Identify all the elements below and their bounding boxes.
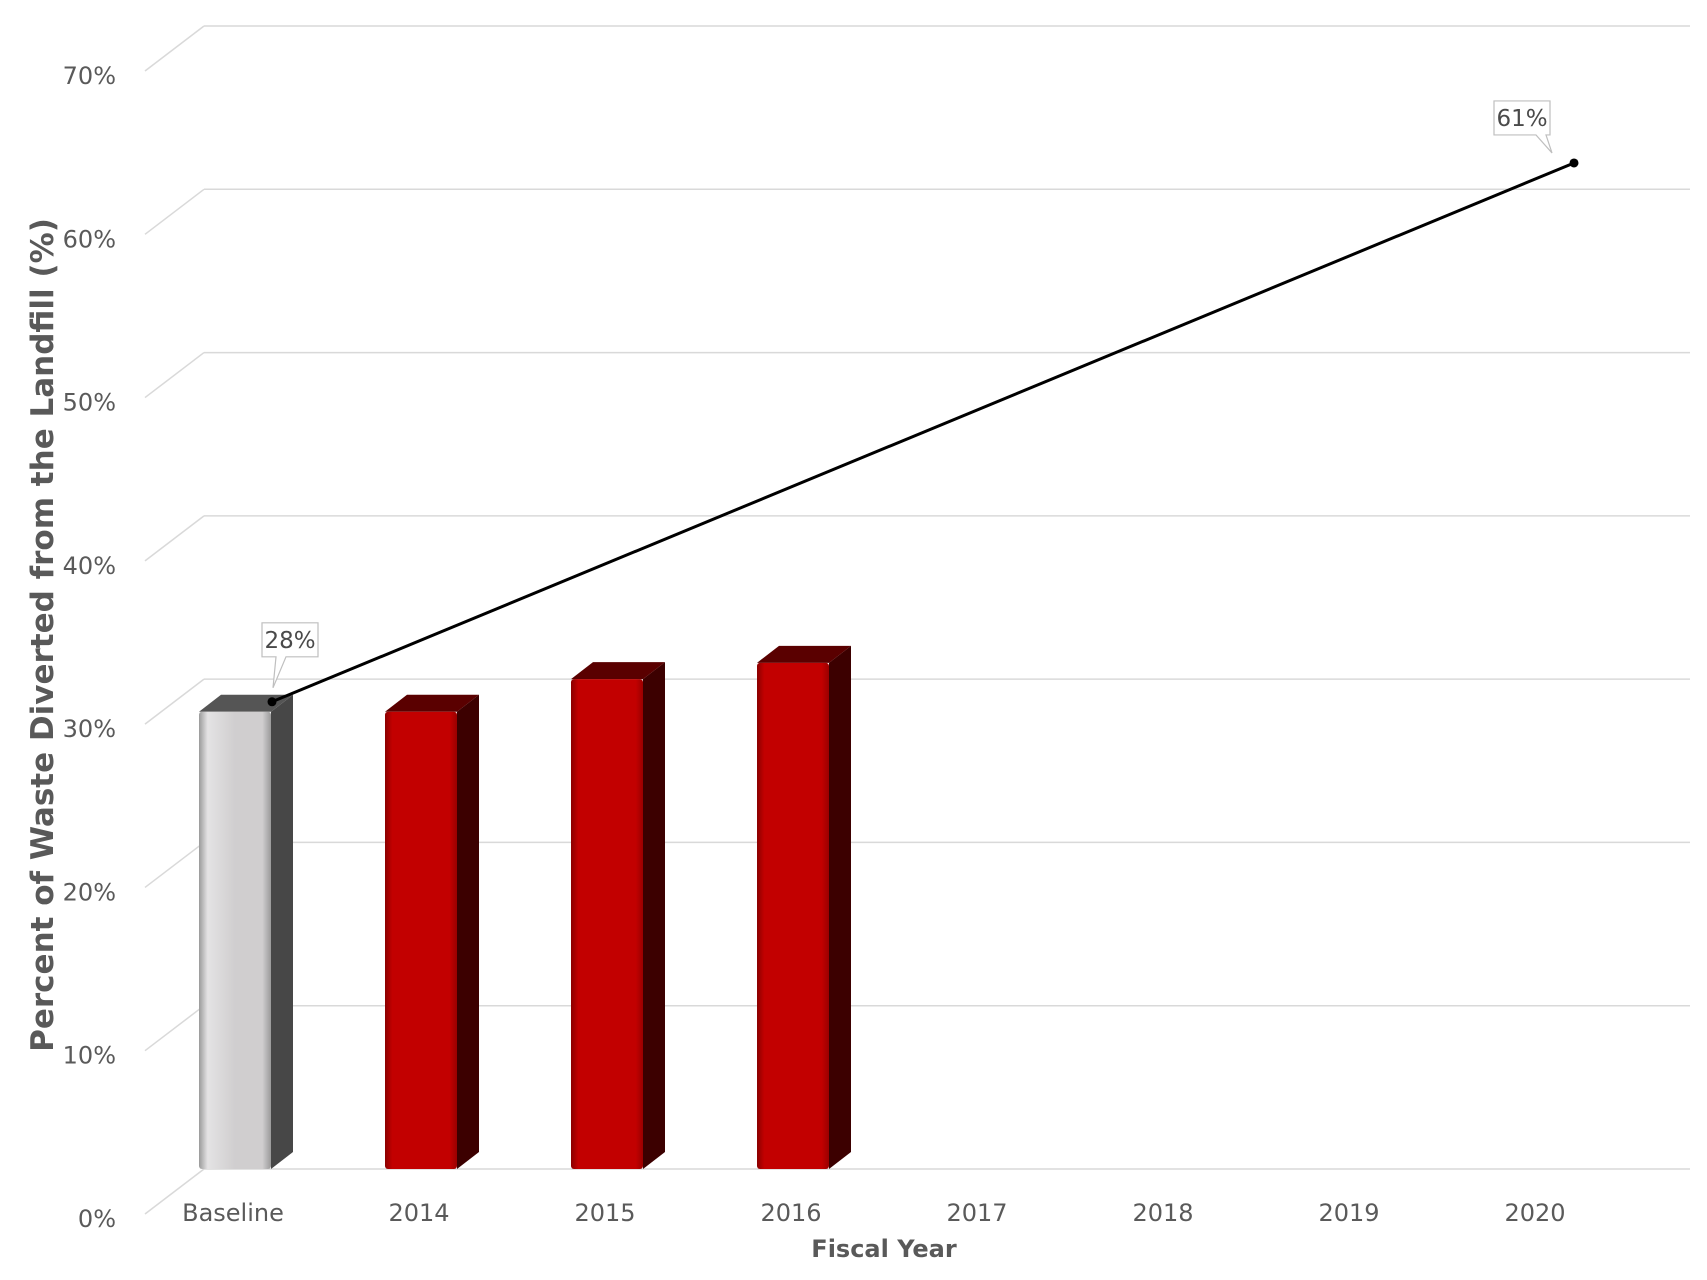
y-axis-ticks: 0% 10% 20% 30% 40% 50% 60% 70% xyxy=(63,62,116,1233)
x-tick-label-2020: 2020 xyxy=(1504,1199,1565,1227)
x-tick-label-2016: 2016 xyxy=(760,1199,821,1227)
y-tick-label: 10% xyxy=(63,1042,116,1070)
gridlines xyxy=(144,25,1690,1215)
y-tick-label: 70% xyxy=(63,62,116,90)
gridline-diagonal xyxy=(144,515,205,562)
gridline-diagonal xyxy=(144,841,205,889)
bar-front xyxy=(199,711,271,1169)
bar-2016 xyxy=(757,645,851,1169)
target-point xyxy=(267,697,277,707)
x-tick-label-2014: 2014 xyxy=(388,1199,449,1227)
gridline-diagonal xyxy=(144,25,205,72)
y-tick-label: 50% xyxy=(63,389,116,417)
x-axis-ticks: Baseline 2014 2015 2016 2017 2018 2019 2020 xyxy=(182,1199,1565,1227)
bar-baseline xyxy=(199,694,293,1169)
y-tick-label: 20% xyxy=(63,878,116,906)
gridline-diagonal xyxy=(144,351,205,399)
x-axis-title: Fiscal Year xyxy=(811,1235,957,1263)
bars xyxy=(199,645,851,1169)
bar-side xyxy=(829,645,851,1169)
y-tick-label: 40% xyxy=(63,552,116,580)
bar-side xyxy=(643,662,665,1169)
target-line-segment xyxy=(271,161,1575,704)
callout-label: 61% xyxy=(1496,106,1547,132)
callout-box xyxy=(261,622,319,689)
gridline-diagonal xyxy=(144,188,205,235)
bar-2014 xyxy=(385,694,479,1169)
x-tick-label-2015: 2015 xyxy=(574,1199,635,1227)
callout-61: 61% xyxy=(1493,100,1553,154)
x-tick-label-baseline: Baseline xyxy=(182,1199,284,1227)
callout-box xyxy=(1493,100,1553,154)
bar-top xyxy=(385,694,479,712)
bar-front xyxy=(757,662,829,1169)
x-tick-label-2017: 2017 xyxy=(946,1199,1007,1227)
bar-top xyxy=(757,645,851,663)
callout-28: 28% xyxy=(261,622,319,689)
gridline-diagonal xyxy=(144,678,205,725)
target-line xyxy=(267,158,1579,707)
y-tick-label: 60% xyxy=(63,225,116,253)
gridline-diagonal xyxy=(144,1168,205,1215)
y-axis-title: Percent of Waste Diverted from the Landf… xyxy=(25,218,61,1052)
x-tick-label-2019: 2019 xyxy=(1318,1199,1379,1227)
y-tick-label: 0% xyxy=(78,1205,116,1233)
bar-side xyxy=(271,694,293,1169)
gridline-diagonal xyxy=(144,1005,205,1052)
bar-side xyxy=(457,694,479,1169)
bar-front xyxy=(571,679,643,1169)
bar-front xyxy=(385,711,457,1169)
target-point xyxy=(1569,158,1579,168)
callout-label: 28% xyxy=(264,628,315,654)
bar-top xyxy=(571,662,665,680)
bar-2015 xyxy=(571,662,665,1169)
y-tick-label: 30% xyxy=(63,715,116,743)
x-tick-label-2018: 2018 xyxy=(1132,1199,1193,1227)
callouts: 28% 61% xyxy=(261,100,1553,689)
